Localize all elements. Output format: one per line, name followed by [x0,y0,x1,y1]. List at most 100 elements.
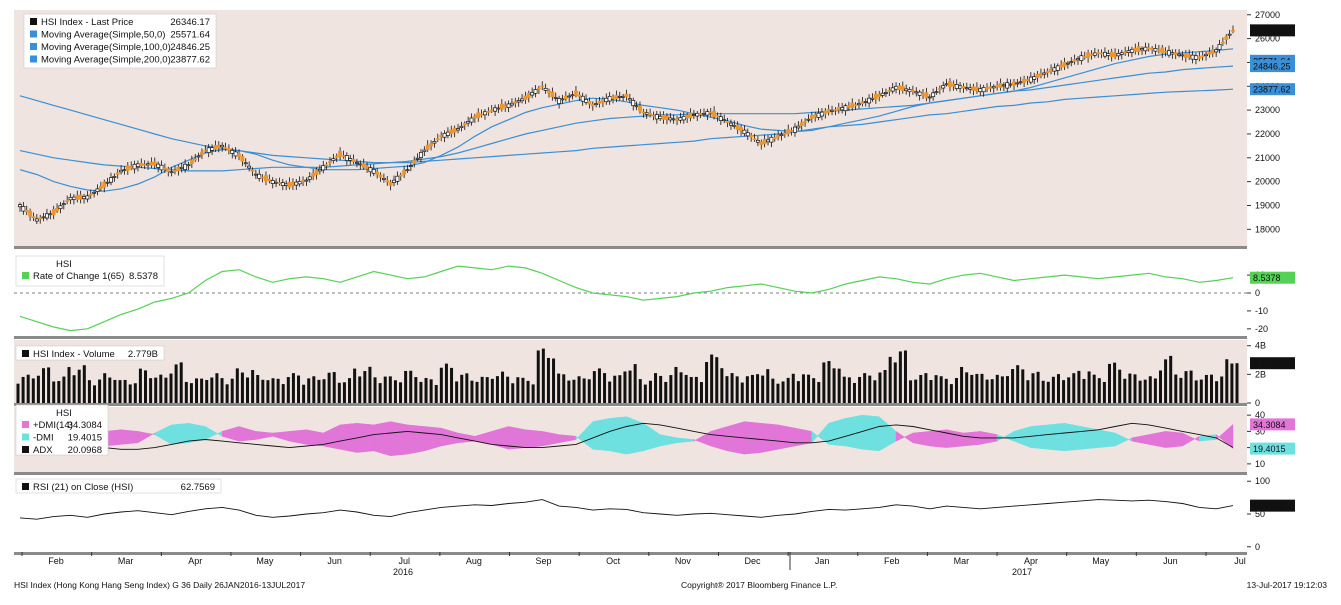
candle-up [71,196,76,200]
volume-bar [1097,378,1101,403]
candle-down [826,109,831,113]
candle-up [681,115,686,121]
volume-bar [613,375,617,403]
volume-bar [597,368,601,403]
candle-down [213,145,218,150]
candle-up [456,128,460,131]
volume-bar [740,382,744,403]
candle-up [1008,83,1013,86]
candle-up [253,173,258,176]
candle-down [338,150,343,157]
volume-bar [868,375,872,403]
candle-up [560,98,565,101]
candle-down [836,107,841,111]
candle-up [1079,55,1084,61]
minus-dmi-area [1030,424,1048,450]
volume-bar [822,362,826,403]
candle-up [270,180,275,184]
candle-down [1022,78,1027,83]
candle-down [786,129,791,135]
rsi-ytick-label: 50 [1255,509,1265,519]
volume-bar [281,384,285,403]
volume-bar [1153,378,1157,403]
candle-up [1204,53,1208,57]
volume-bar [470,380,474,403]
dmi-legend-box [15,404,109,456]
candle-down [1183,52,1188,58]
month-label: Nov [675,556,692,566]
candle-down [664,115,669,120]
candle-down [685,114,690,119]
candle-down [951,83,956,87]
volume-bar [817,382,821,403]
candle-up [668,117,673,121]
candle-down [38,217,43,220]
candle-up [883,92,888,94]
volume-bar [1148,376,1152,403]
candle-down [739,127,744,132]
price-legend-swatch [30,55,37,63]
candle-up [1015,82,1020,85]
candle-down [1150,48,1155,51]
candle-up [331,158,336,161]
candle-down [1062,61,1067,67]
volume-bar [21,376,25,403]
candle-up [927,96,932,99]
candle-down [237,153,241,157]
volume-bar [307,378,311,403]
volume-bar [363,371,367,403]
volume-bar [16,383,20,403]
candle-down [1038,73,1043,77]
volume-bar [603,373,607,403]
volume-bar [990,379,994,403]
roc-background [14,250,1247,336]
legends: HSI Index - Last Price 26346.17 Moving Ave… [15,13,222,494]
candle-up [109,177,113,183]
candle-up [914,91,919,94]
candle-up [722,119,727,122]
volume-bar [643,384,647,403]
price-ytick-label: 19000 [1255,200,1280,210]
tag-plus-dmi-text: 34.3084 [1253,420,1286,430]
candle-up [958,85,963,89]
month-label: Jun [1163,556,1178,566]
candle-down [921,93,925,96]
volume-bar [455,381,459,403]
volume-bar [373,377,377,403]
candle-up [294,181,299,186]
volume-bar [1189,370,1193,403]
volume-bar [98,379,102,403]
candle-down [425,144,430,150]
candle-up [257,173,262,179]
candle-down [1220,41,1225,44]
volume-bar [1036,371,1040,403]
volume-bar [771,378,775,403]
candle-up [1227,33,1232,36]
candle-down [833,109,838,111]
minus-dmi-area [1064,422,1082,452]
plus-dmi-area [120,429,139,445]
volume-bar [490,378,494,403]
candle-down [998,82,1003,88]
volume-bar [1225,359,1229,403]
volume-bar [251,370,255,403]
rsi-ytick-label: 0 [1255,542,1260,552]
candle-up [210,147,215,151]
volume-bar [1005,376,1009,403]
adx-line [19,422,1234,450]
volume-bar [1169,355,1173,403]
volume-bar [93,385,97,403]
candle-down [78,194,83,200]
candle-down [476,112,481,119]
candle-up [944,83,949,86]
candle-up [41,216,46,219]
volume-legend-swatch [22,350,29,357]
month-label: Oct [606,556,621,566]
volume-bar [1067,377,1071,403]
candle-up [617,96,622,98]
candle-down [223,147,228,149]
candle-up [880,92,885,96]
price-legend-label: Moving Average(Simple,100,0) [41,42,171,53]
volume-bar [291,373,295,403]
candle-down [341,155,346,157]
